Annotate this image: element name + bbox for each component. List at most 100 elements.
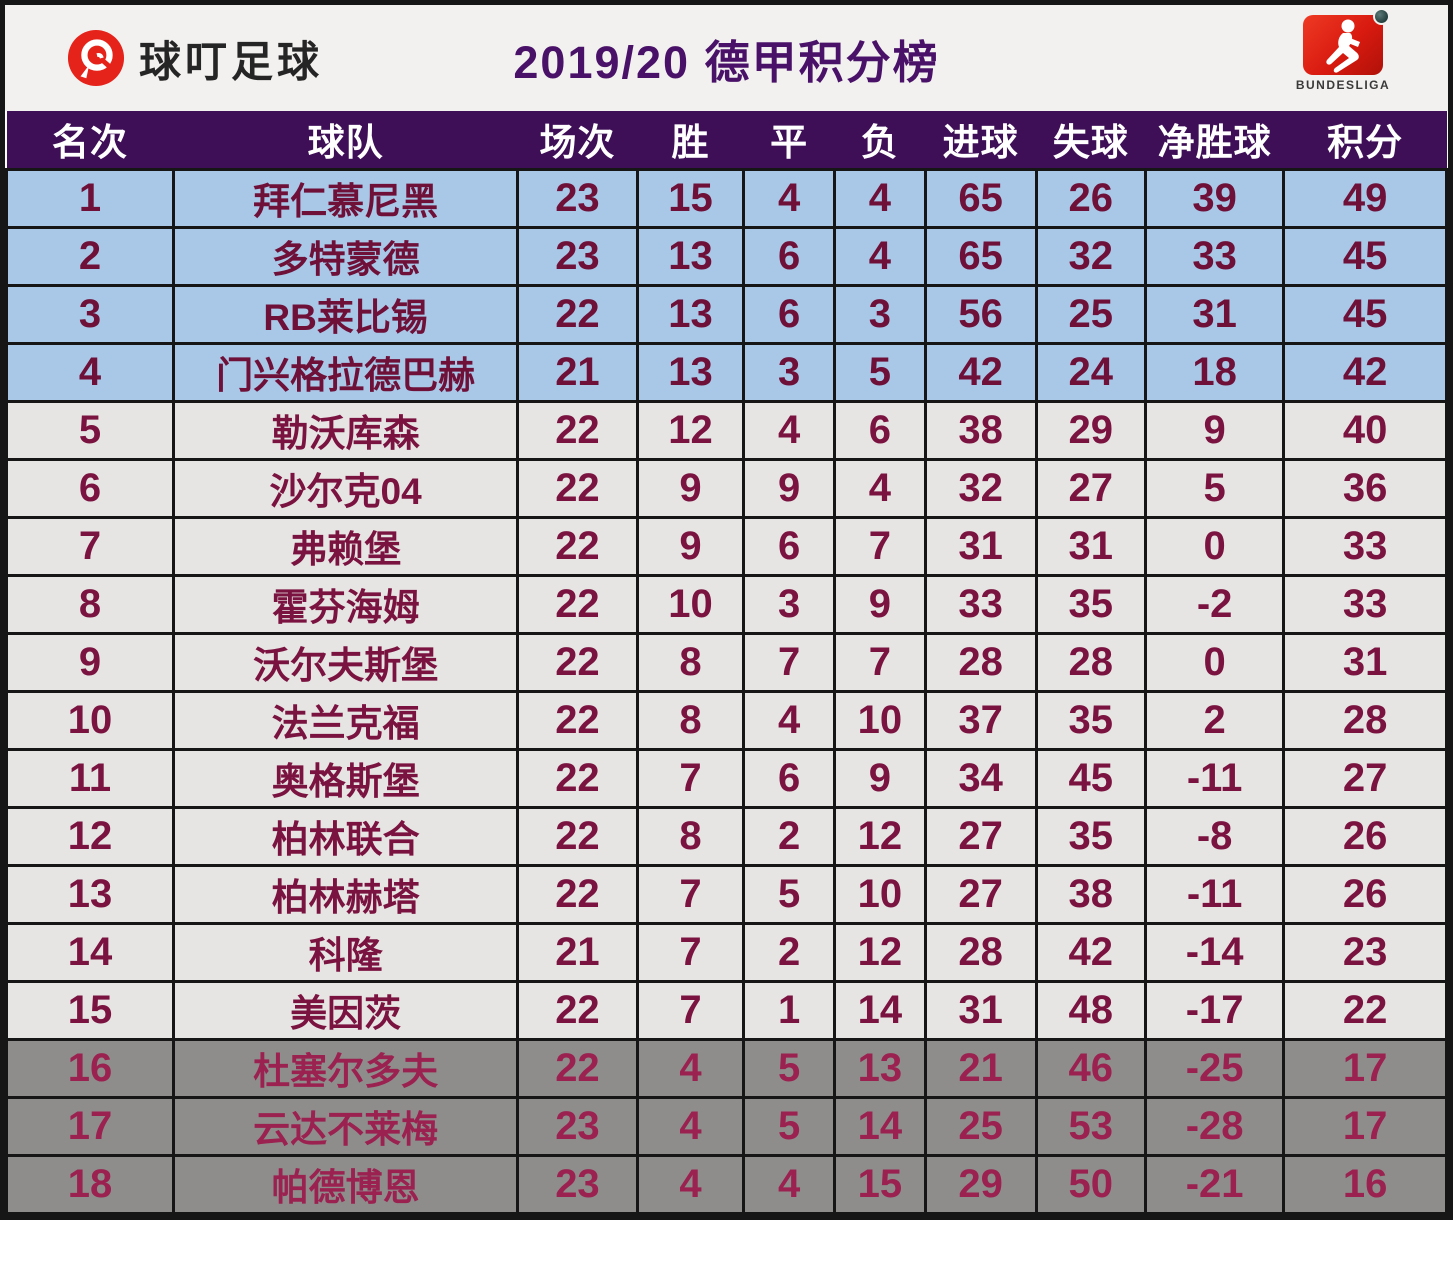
bundesliga-logo: BUNDESLIGA xyxy=(1290,8,1396,92)
cell-drawn: 5 xyxy=(742,1095,836,1157)
cell-points: 33 xyxy=(1282,573,1448,635)
cell-team: 云达不莱梅 xyxy=(172,1095,520,1157)
cell-rank: 18 xyxy=(4,1153,176,1215)
cell-goals_against: 35 xyxy=(1034,689,1148,751)
column-header-played: 场次 xyxy=(517,111,638,169)
table-row-rank-11: 11 奥格斯堡 22 7 6 9 34 45 -11 27 xyxy=(4,747,1448,809)
cell-team: 多特蒙德 xyxy=(172,225,520,287)
cell-goal_diff: 9 xyxy=(1143,399,1286,461)
cell-lost: 12 xyxy=(832,921,927,983)
table-row-rank-9: 9 沃尔夫斯堡 22 8 7 7 28 28 0 31 xyxy=(4,631,1448,693)
cell-goals_for: 65 xyxy=(923,167,1038,229)
cell-drawn: 1 xyxy=(742,979,836,1041)
cell-lost: 7 xyxy=(832,515,927,577)
cell-won: 7 xyxy=(635,863,746,925)
cell-played: 22 xyxy=(516,283,639,345)
column-header-won: 胜 xyxy=(637,111,744,169)
cell-goals_against: 31 xyxy=(1034,515,1148,577)
cell-goals_against: 45 xyxy=(1034,747,1148,809)
cell-won: 8 xyxy=(635,805,746,867)
cell-points: 23 xyxy=(1282,921,1448,983)
table-row-rank-10: 10 法兰克福 22 8 4 10 37 35 2 28 xyxy=(4,689,1448,751)
cell-goals_against: 38 xyxy=(1034,863,1148,925)
cell-played: 22 xyxy=(516,747,639,809)
cell-rank: 3 xyxy=(4,283,176,345)
cell-played: 23 xyxy=(516,1095,639,1157)
cell-won: 7 xyxy=(635,921,746,983)
cell-rank: 1 xyxy=(4,167,176,229)
cell-goals_against: 27 xyxy=(1034,457,1148,519)
cell-rank: 4 xyxy=(4,341,176,403)
cell-team: 美因茨 xyxy=(172,979,520,1041)
cell-lost: 9 xyxy=(832,573,927,635)
cell-won: 9 xyxy=(635,515,746,577)
cell-goal_diff: 33 xyxy=(1143,225,1286,287)
cell-goals_against: 35 xyxy=(1034,573,1148,635)
cell-played: 22 xyxy=(516,399,639,461)
cell-points: 45 xyxy=(1282,283,1448,345)
table-row-rank-12: 12 柏林联合 22 8 2 12 27 35 -8 26 xyxy=(4,805,1448,867)
cell-drawn: 5 xyxy=(742,863,836,925)
bundesliga-logo-label: BUNDESLIGA xyxy=(1295,78,1391,92)
cell-lost: 3 xyxy=(832,283,927,345)
table-row-rank-8: 8 霍芬海姆 22 10 3 9 33 35 -2 33 xyxy=(4,573,1448,635)
cell-played: 22 xyxy=(516,515,639,577)
cell-played: 21 xyxy=(516,921,639,983)
cell-drawn: 5 xyxy=(742,1037,836,1099)
cell-goal_diff: 5 xyxy=(1143,457,1286,519)
cell-goals_for: 32 xyxy=(923,457,1038,519)
cell-played: 22 xyxy=(516,457,639,519)
cell-team: RB莱比锡 xyxy=(172,283,520,345)
cell-team: 拜仁慕尼黑 xyxy=(172,167,520,229)
cell-points: 40 xyxy=(1282,399,1448,461)
cell-lost: 5 xyxy=(832,341,927,403)
table-row-rank-2: 2 多特蒙德 23 13 6 4 65 32 33 45 xyxy=(4,225,1448,287)
cell-won: 8 xyxy=(635,689,746,751)
cell-goals_for: 27 xyxy=(923,863,1038,925)
cell-lost: 4 xyxy=(832,167,927,229)
cell-goals_for: 34 xyxy=(923,747,1038,809)
column-header-points: 积分 xyxy=(1283,111,1447,169)
cell-goal_diff: -11 xyxy=(1143,863,1286,925)
cell-won: 4 xyxy=(635,1037,746,1099)
cell-goals_against: 53 xyxy=(1034,1095,1148,1157)
cell-rank: 2 xyxy=(4,225,176,287)
cell-drawn: 2 xyxy=(742,921,836,983)
column-header-goals_for: 进球 xyxy=(925,111,1037,169)
cell-team: 杜塞尔多夫 xyxy=(172,1037,520,1099)
cell-goals_for: 33 xyxy=(923,573,1038,635)
cell-rank: 13 xyxy=(4,863,176,925)
table-row-rank-18: 18 帕德博恩 23 4 4 15 29 50 -21 16 xyxy=(4,1153,1448,1215)
player-silhouette-icon xyxy=(1326,19,1360,73)
cell-points: 26 xyxy=(1282,863,1448,925)
cell-rank: 16 xyxy=(4,1037,176,1099)
cell-played: 21 xyxy=(516,341,639,403)
cell-goals_for: 31 xyxy=(923,515,1038,577)
cell-won: 7 xyxy=(635,747,746,809)
cell-played: 23 xyxy=(516,1153,639,1215)
cell-goals_against: 26 xyxy=(1034,167,1148,229)
cell-goals_against: 29 xyxy=(1034,399,1148,461)
cell-points: 49 xyxy=(1282,167,1448,229)
table-row-rank-5: 5 勒沃库森 22 12 4 6 38 29 9 40 xyxy=(4,399,1448,461)
cell-lost: 4 xyxy=(832,457,927,519)
cell-goals_against: 32 xyxy=(1034,225,1148,287)
cell-lost: 10 xyxy=(832,863,927,925)
cell-points: 42 xyxy=(1282,341,1448,403)
page-title: 2019/20 德甲积分榜 xyxy=(513,36,940,88)
column-header-rank: 名次 xyxy=(6,111,174,169)
column-header-goal_diff: 净胜球 xyxy=(1145,111,1284,169)
cell-rank: 11 xyxy=(4,747,176,809)
cell-played: 23 xyxy=(516,167,639,229)
cell-points: 17 xyxy=(1282,1037,1448,1099)
table-row-rank-3: 3 RB莱比锡 22 13 6 3 56 25 31 45 xyxy=(4,283,1448,345)
cell-drawn: 3 xyxy=(742,573,836,635)
cell-goals_for: 38 xyxy=(923,399,1038,461)
cell-goal_diff: 31 xyxy=(1143,283,1286,345)
cell-goal_diff: -11 xyxy=(1143,747,1286,809)
standings-infographic: 球叮足球 2019/20 德甲积分榜 BUNDESLIGA 名次 球队 场次胜平负进… xyxy=(0,0,1453,1220)
brand: 球叮足球 xyxy=(67,5,323,111)
table-row-rank-15: 15 美因茨 22 7 1 14 31 48 -17 22 xyxy=(4,979,1448,1041)
cell-won: 13 xyxy=(635,283,746,345)
cell-goals_for: 56 xyxy=(923,283,1038,345)
